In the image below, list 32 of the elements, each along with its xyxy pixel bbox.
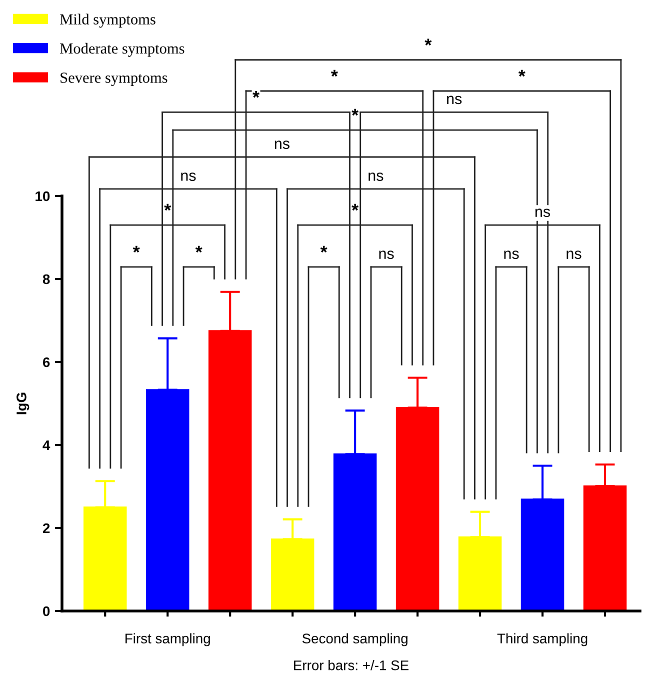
- annotation: ns: [535, 208, 550, 218]
- y-tick-label: 8: [42, 274, 50, 284]
- text: ns: [274, 140, 290, 149]
- x-tick-label: Second sampling: [302, 633, 408, 646]
- y-tick-label: 4: [42, 440, 50, 450]
- text: *: [352, 108, 359, 116]
- annotation: *: [132, 246, 140, 253]
- annotation: *: [320, 246, 328, 253]
- annotation: *: [195, 246, 202, 253]
- text: *: [424, 38, 432, 46]
- y-tick-label: 10: [36, 191, 50, 202]
- annotation: *: [164, 204, 172, 211]
- x-tick-label: Third sampling: [497, 633, 588, 646]
- y-axis-title: IgG: [16, 392, 30, 414]
- text: ns: [368, 172, 384, 181]
- y-tick-label: 0: [43, 606, 50, 616]
- text: *: [330, 70, 338, 77]
- legend-label: Moderate symptoms: [60, 42, 184, 57]
- y-tick-label: 6: [42, 357, 50, 368]
- x-axis-title: Error bars: +/-1 SE: [294, 660, 408, 670]
- text: *: [252, 91, 260, 98]
- x-tick-label: First sampling: [126, 633, 210, 646]
- text: *: [518, 70, 526, 77]
- text: ns: [447, 96, 462, 104]
- annotation: ns: [504, 250, 519, 259]
- text: ns: [181, 172, 196, 181]
- y-tick-label: 2: [42, 523, 50, 534]
- annotation: *: [352, 204, 359, 211]
- legend-label: Mild symptoms: [60, 14, 156, 28]
- annotation: ns: [566, 250, 582, 259]
- annotation: ns: [379, 250, 394, 259]
- legend-label: Severe symptoms: [60, 72, 168, 86]
